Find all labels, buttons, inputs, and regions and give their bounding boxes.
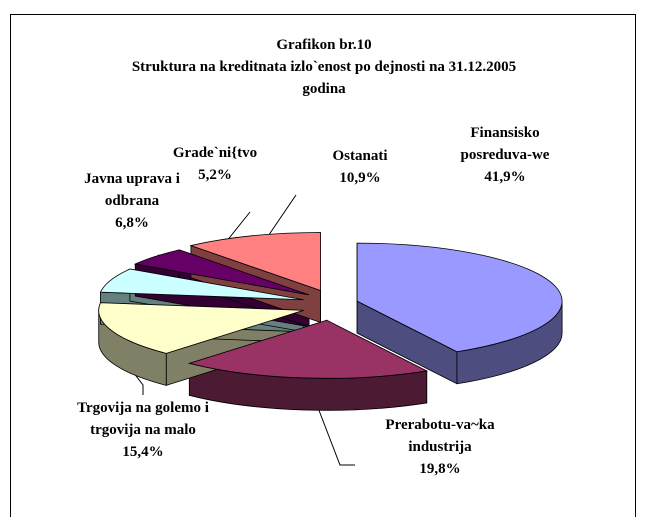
data-label: Finansisko posreduva-we 41,9% [440, 122, 570, 188]
leader-line [314, 399, 355, 466]
pie-tops [98, 232, 563, 379]
pie-slice [98, 302, 304, 354]
slice-value: 6,8% [115, 215, 149, 231]
data-label: Grade`ni{tvo 5,2% [160, 142, 270, 186]
pie-slice [189, 232, 321, 292]
slice-value: 15,4% [122, 444, 164, 460]
data-label: Javna uprava i odbrana 6,8% [82, 168, 182, 234]
slice-name: Grade`ni{tvo [172, 145, 258, 161]
chart-title: Grafikon br.10 [276, 37, 372, 53]
slice-name: Finansisko posreduva-we [460, 125, 550, 163]
data-label: Trgovija na golemo i trgovija na malo 15,… [68, 397, 218, 463]
data-label: Prerabotu-va~ka industrija 19,8% [370, 414, 510, 480]
slice-value: 10,9% [339, 170, 381, 186]
pie-slice [356, 242, 563, 353]
slice-value: 5,2% [198, 167, 232, 183]
slice-value: 19,8% [419, 461, 461, 477]
pie-slice [133, 249, 310, 296]
slice-name: Trgovija na golemo i trgovija na malo [77, 400, 209, 438]
slice-value: 41,9% [484, 169, 526, 185]
pie-slice [187, 319, 429, 379]
slice-name: Prerabotu-va~ka industrija [385, 417, 495, 455]
chart-frame [10, 14, 636, 517]
slice-name: Javna uprava i odbrana [84, 171, 180, 209]
slice-name: Ostanati [332, 148, 388, 164]
pie-slice [99, 268, 304, 301]
data-label: Ostanati 10,9% [300, 145, 420, 189]
chart-subtitle: Struktura na kreditnata izlo`enost po de… [131, 59, 517, 97]
